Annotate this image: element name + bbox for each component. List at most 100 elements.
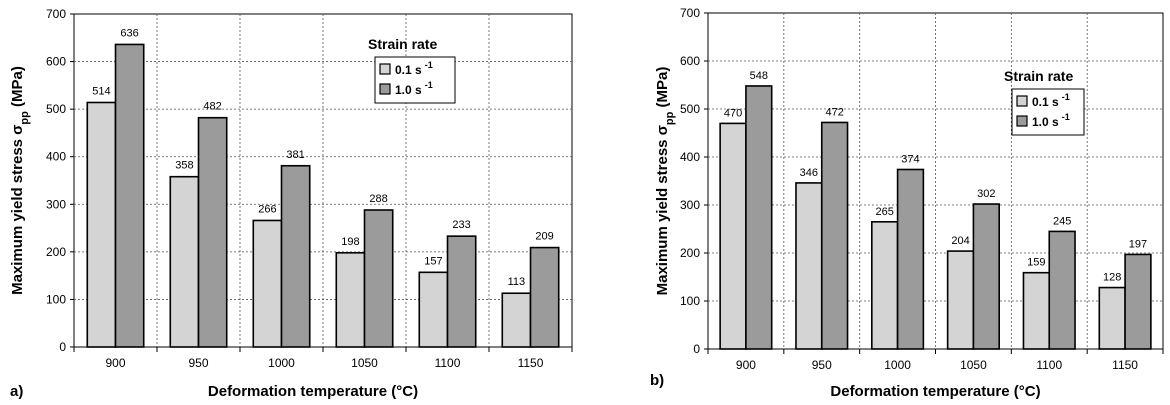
bar xyxy=(280,164,311,348)
bar xyxy=(1048,230,1076,350)
y-tick-label: 700 xyxy=(46,7,66,21)
legend-entry: 0.1 s -1 xyxy=(395,60,433,77)
legend-entry-exponent: -1 xyxy=(425,80,433,90)
x-axis-title: Deformation temperature (°C) xyxy=(208,383,418,400)
legend-entry-name: 1.0 s xyxy=(395,83,422,97)
bar xyxy=(418,271,449,348)
bar xyxy=(745,85,773,350)
y-tick-label: 300 xyxy=(680,198,700,212)
legend-entry-exponent: -1 xyxy=(1062,112,1070,122)
data-label: 233 xyxy=(452,219,470,231)
y-tick-label: 500 xyxy=(46,102,66,116)
data-label: 209 xyxy=(535,231,553,243)
bar xyxy=(972,203,1000,350)
bar xyxy=(1124,253,1152,350)
legend-swatch xyxy=(379,63,391,75)
x-tick-label: 900 xyxy=(736,358,756,372)
data-label: 548 xyxy=(750,70,768,82)
legend-title: Strain rate xyxy=(368,36,437,52)
chart-a-svg: 0 100 200 300 400 500 600 700 900 950 1000 1050 1100… xyxy=(9,7,573,400)
y-tick-label: 200 xyxy=(46,245,66,259)
y-tick-label: 100 xyxy=(46,292,66,306)
bar xyxy=(501,292,532,348)
bar xyxy=(446,235,477,348)
y-axis-title-subscript: pp xyxy=(664,111,676,125)
data-label: 245 xyxy=(1053,215,1071,227)
legend-entry-name: 0.1 s xyxy=(395,63,422,77)
data-label: 266 xyxy=(258,203,276,215)
bar xyxy=(719,122,747,350)
x-tick-label: 1000 xyxy=(268,356,295,370)
bar xyxy=(363,209,394,348)
panel-label: a) xyxy=(10,383,23,400)
y-axis-title-subscript: pp xyxy=(19,111,31,125)
x-tick-label: 1050 xyxy=(351,356,378,370)
data-label: 482 xyxy=(203,101,221,113)
bar xyxy=(86,101,117,348)
legend-entry: 1.0 s -1 xyxy=(1032,112,1070,129)
x-tick-label: 950 xyxy=(188,356,208,370)
bar xyxy=(820,121,849,350)
data-label: 157 xyxy=(424,255,442,267)
bar xyxy=(946,250,975,350)
y-axis-title-unit: (MPa) xyxy=(9,66,26,111)
bar xyxy=(1098,286,1126,350)
legend-entry-exponent: -1 xyxy=(425,60,433,70)
data-label: 265 xyxy=(876,206,894,218)
legend-entry: 1.0 s -1 xyxy=(395,80,433,97)
x-tick-label: 950 xyxy=(812,358,832,372)
data-label: 472 xyxy=(825,106,843,118)
x-tick-label: 1150 xyxy=(1112,358,1138,372)
y-axis-title-main: Maximum yield stress σ xyxy=(654,125,671,295)
legend-entry-name: 1.0 s xyxy=(1032,115,1059,129)
x-tick-label: 1050 xyxy=(960,358,987,372)
bar xyxy=(795,182,823,350)
y-tick-label: 0 xyxy=(59,340,66,354)
y-tick-label: 100 xyxy=(680,294,700,308)
data-label: 381 xyxy=(286,149,304,161)
data-label: 374 xyxy=(901,153,919,165)
y-tick-label: 400 xyxy=(46,150,66,164)
x-tick-label: 1150 xyxy=(518,356,544,370)
bar xyxy=(1022,271,1051,350)
y-tick-label: 300 xyxy=(46,197,66,211)
bar xyxy=(871,221,899,350)
y-tick-label: 600 xyxy=(46,55,66,69)
bar xyxy=(197,116,228,348)
x-axis-title: Deformation temperature (°C) xyxy=(830,383,1040,400)
bar xyxy=(252,219,283,348)
data-label: 198 xyxy=(341,236,359,248)
y-axis-title-unit: (MPa) xyxy=(654,67,671,112)
data-label: 514 xyxy=(92,85,110,97)
bar xyxy=(169,175,200,348)
y-tick-label: 200 xyxy=(680,246,700,260)
data-label: 113 xyxy=(508,276,526,288)
chart-b-svg: 0 100 200 300 400 500 600 700 900 950 1000 1050 1100… xyxy=(650,6,1164,400)
y-tick-label: 0 xyxy=(693,342,700,356)
data-label: 346 xyxy=(800,167,818,179)
data-label: 197 xyxy=(1129,238,1147,250)
y-tick-label: 500 xyxy=(680,102,700,116)
x-tick-label: 1100 xyxy=(1036,358,1062,372)
legend-entry-name: 0.1 s xyxy=(1032,95,1059,109)
y-axis-title-main: Maximum yield stress σ xyxy=(9,125,26,295)
bar xyxy=(896,168,925,350)
legend-swatch xyxy=(379,83,391,95)
y-axis-title: Maximum yield stress σpp (MPa) xyxy=(654,67,676,296)
bar xyxy=(114,43,145,348)
legend-title: Strain rate xyxy=(1004,68,1073,84)
x-tick-label: 1100 xyxy=(435,356,461,370)
x-tick-label: 1000 xyxy=(884,358,911,372)
legend-entry: 0.1 s -1 xyxy=(1032,92,1070,109)
data-label: 470 xyxy=(724,107,742,119)
data-label: 636 xyxy=(120,27,138,39)
chart-panel-b: 0 100 200 300 400 500 600 700 900 950 1000 1050 1100… xyxy=(645,0,1170,405)
data-label: 204 xyxy=(951,235,969,247)
panel-label: b) xyxy=(650,372,664,389)
data-label: 302 xyxy=(977,188,995,200)
legend-entry-exponent: -1 xyxy=(1062,92,1070,102)
bar xyxy=(335,252,366,348)
x-tick-label: 900 xyxy=(105,356,125,370)
data-label: 128 xyxy=(1103,272,1121,284)
data-label: 159 xyxy=(1027,257,1045,269)
